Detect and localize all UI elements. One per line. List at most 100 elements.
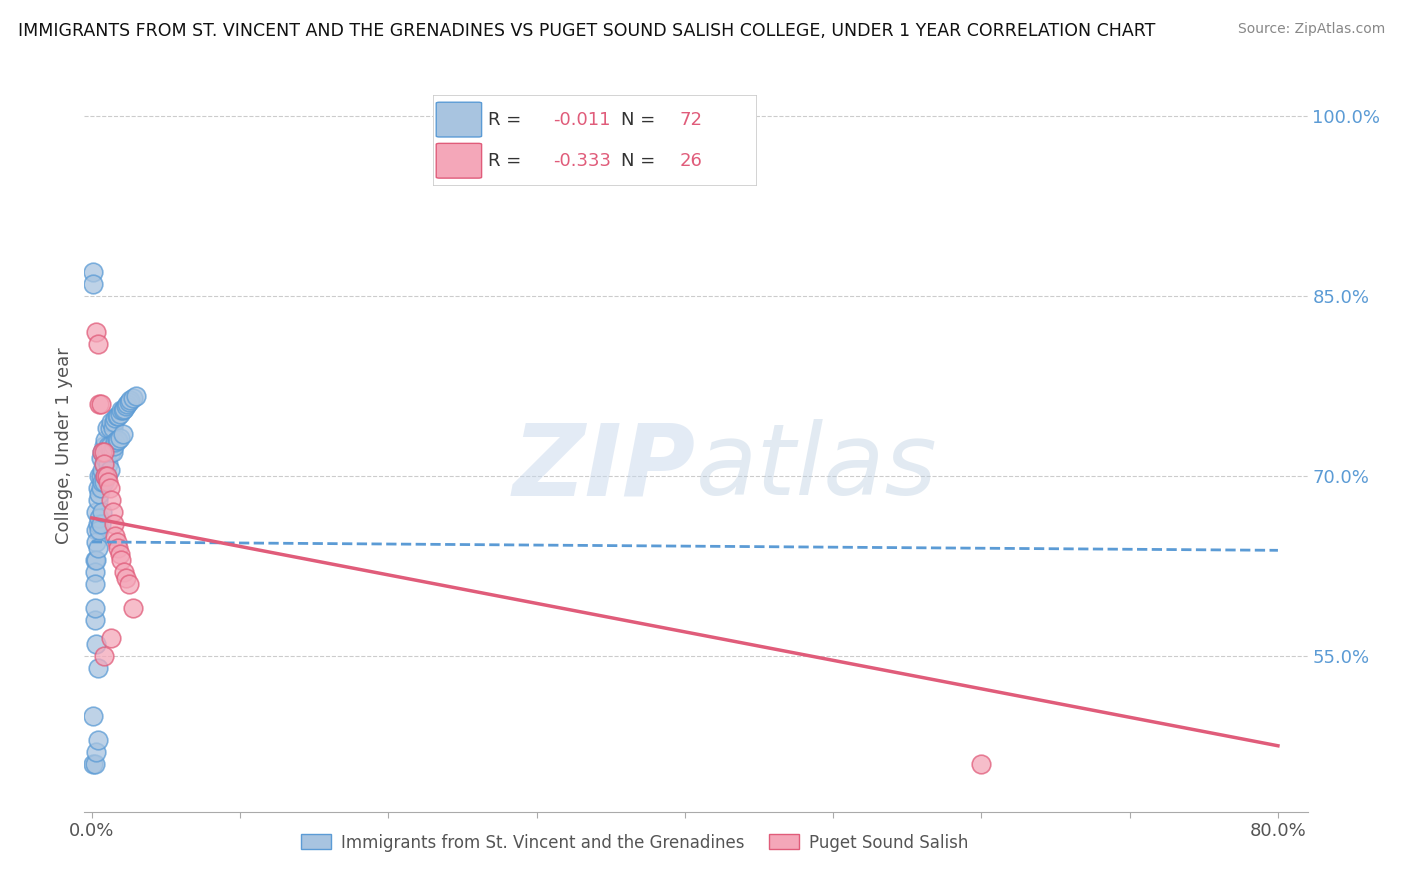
Point (105, 535, 128, 549)
Point (96, 469, 118, 483)
Point (96, 445, 118, 459)
Point (98, 439, 121, 453)
Point (100, 415, 122, 429)
Point (90, 469, 112, 483)
Y-axis label: College, Under 1 year: College, Under 1 year (55, 348, 73, 544)
Point (112, 401, 135, 416)
Point (89, 397, 111, 411)
Point (91, 463, 114, 477)
Point (89, 469, 111, 483)
Point (108, 407, 131, 421)
Text: atlas: atlas (696, 419, 938, 516)
Point (98, 481, 121, 495)
Point (108, 431, 131, 445)
Point (86, 732, 108, 747)
Point (94, 433, 117, 447)
Point (90, 516, 112, 531)
Point (98, 463, 121, 477)
Point (97, 475, 120, 489)
Point (118, 394, 141, 409)
Point (94, 469, 117, 483)
Point (105, 409, 128, 423)
Point (110, 553, 132, 567)
Point (84, 505, 107, 519)
Point (91, 505, 114, 519)
Point (93, 457, 115, 471)
Point (104, 435, 127, 450)
Point (117, 397, 139, 411)
Point (84, 745, 107, 759)
Point (118, 577, 141, 591)
Point (90, 450, 112, 465)
Point (83, 553, 105, 567)
Point (93, 445, 115, 459)
Point (96, 469, 118, 483)
Point (101, 445, 124, 459)
Point (93, 475, 115, 489)
Point (100, 631, 122, 645)
Text: ZIP: ZIP (513, 419, 696, 516)
Point (101, 505, 124, 519)
Point (111, 403, 134, 417)
Point (110, 403, 132, 417)
Point (86, 661, 108, 675)
Point (84, 523, 107, 537)
Point (91, 475, 114, 489)
Point (83, 600, 105, 615)
Point (90, 481, 112, 495)
Point (93, 439, 115, 453)
Point (107, 433, 129, 447)
Point (122, 600, 145, 615)
Point (82, 265, 104, 279)
Point (93, 457, 115, 471)
Point (86, 337, 108, 351)
Point (104, 529, 127, 543)
Point (84, 553, 107, 567)
Point (104, 411, 127, 425)
Point (83, 565, 105, 579)
Point (112, 565, 135, 579)
Point (100, 445, 122, 459)
Point (89, 487, 111, 501)
Point (91, 445, 114, 459)
Point (101, 421, 124, 435)
Point (103, 415, 125, 429)
Point (82, 756, 104, 771)
Point (96, 421, 118, 435)
Point (83, 756, 105, 771)
Point (103, 516, 125, 531)
Point (82, 277, 104, 292)
Legend: Immigrants from St. Vincent and the Grenadines, Puget Sound Salish: Immigrants from St. Vincent and the Gren… (294, 827, 976, 858)
Text: Source: ZipAtlas.com: Source: ZipAtlas.com (1237, 22, 1385, 37)
Point (84, 637, 107, 651)
Point (94, 469, 117, 483)
Point (125, 389, 148, 403)
Point (98, 421, 121, 435)
Point (122, 391, 145, 405)
Point (108, 547, 131, 561)
Point (105, 433, 128, 447)
Point (84, 535, 107, 549)
Point (86, 481, 108, 495)
Point (103, 439, 125, 453)
Point (84, 325, 107, 339)
Point (115, 571, 138, 585)
Point (86, 492, 108, 507)
Point (100, 492, 122, 507)
Point (86, 516, 108, 531)
Text: IMMIGRANTS FROM ST. VINCENT AND THE GRENADINES VS PUGET SOUND SALISH COLLEGE, UN: IMMIGRANTS FROM ST. VINCENT AND THE GREN… (18, 22, 1156, 40)
Point (90, 397, 112, 411)
Point (83, 577, 105, 591)
Point (120, 393, 142, 408)
Point (970, 756, 993, 771)
Point (107, 541, 129, 555)
Point (97, 457, 120, 471)
Point (111, 427, 134, 442)
Point (93, 648, 115, 663)
Point (115, 400, 138, 414)
Point (107, 409, 129, 423)
Point (82, 708, 104, 723)
Point (89, 523, 111, 537)
Point (89, 511, 111, 525)
Point (97, 439, 120, 453)
